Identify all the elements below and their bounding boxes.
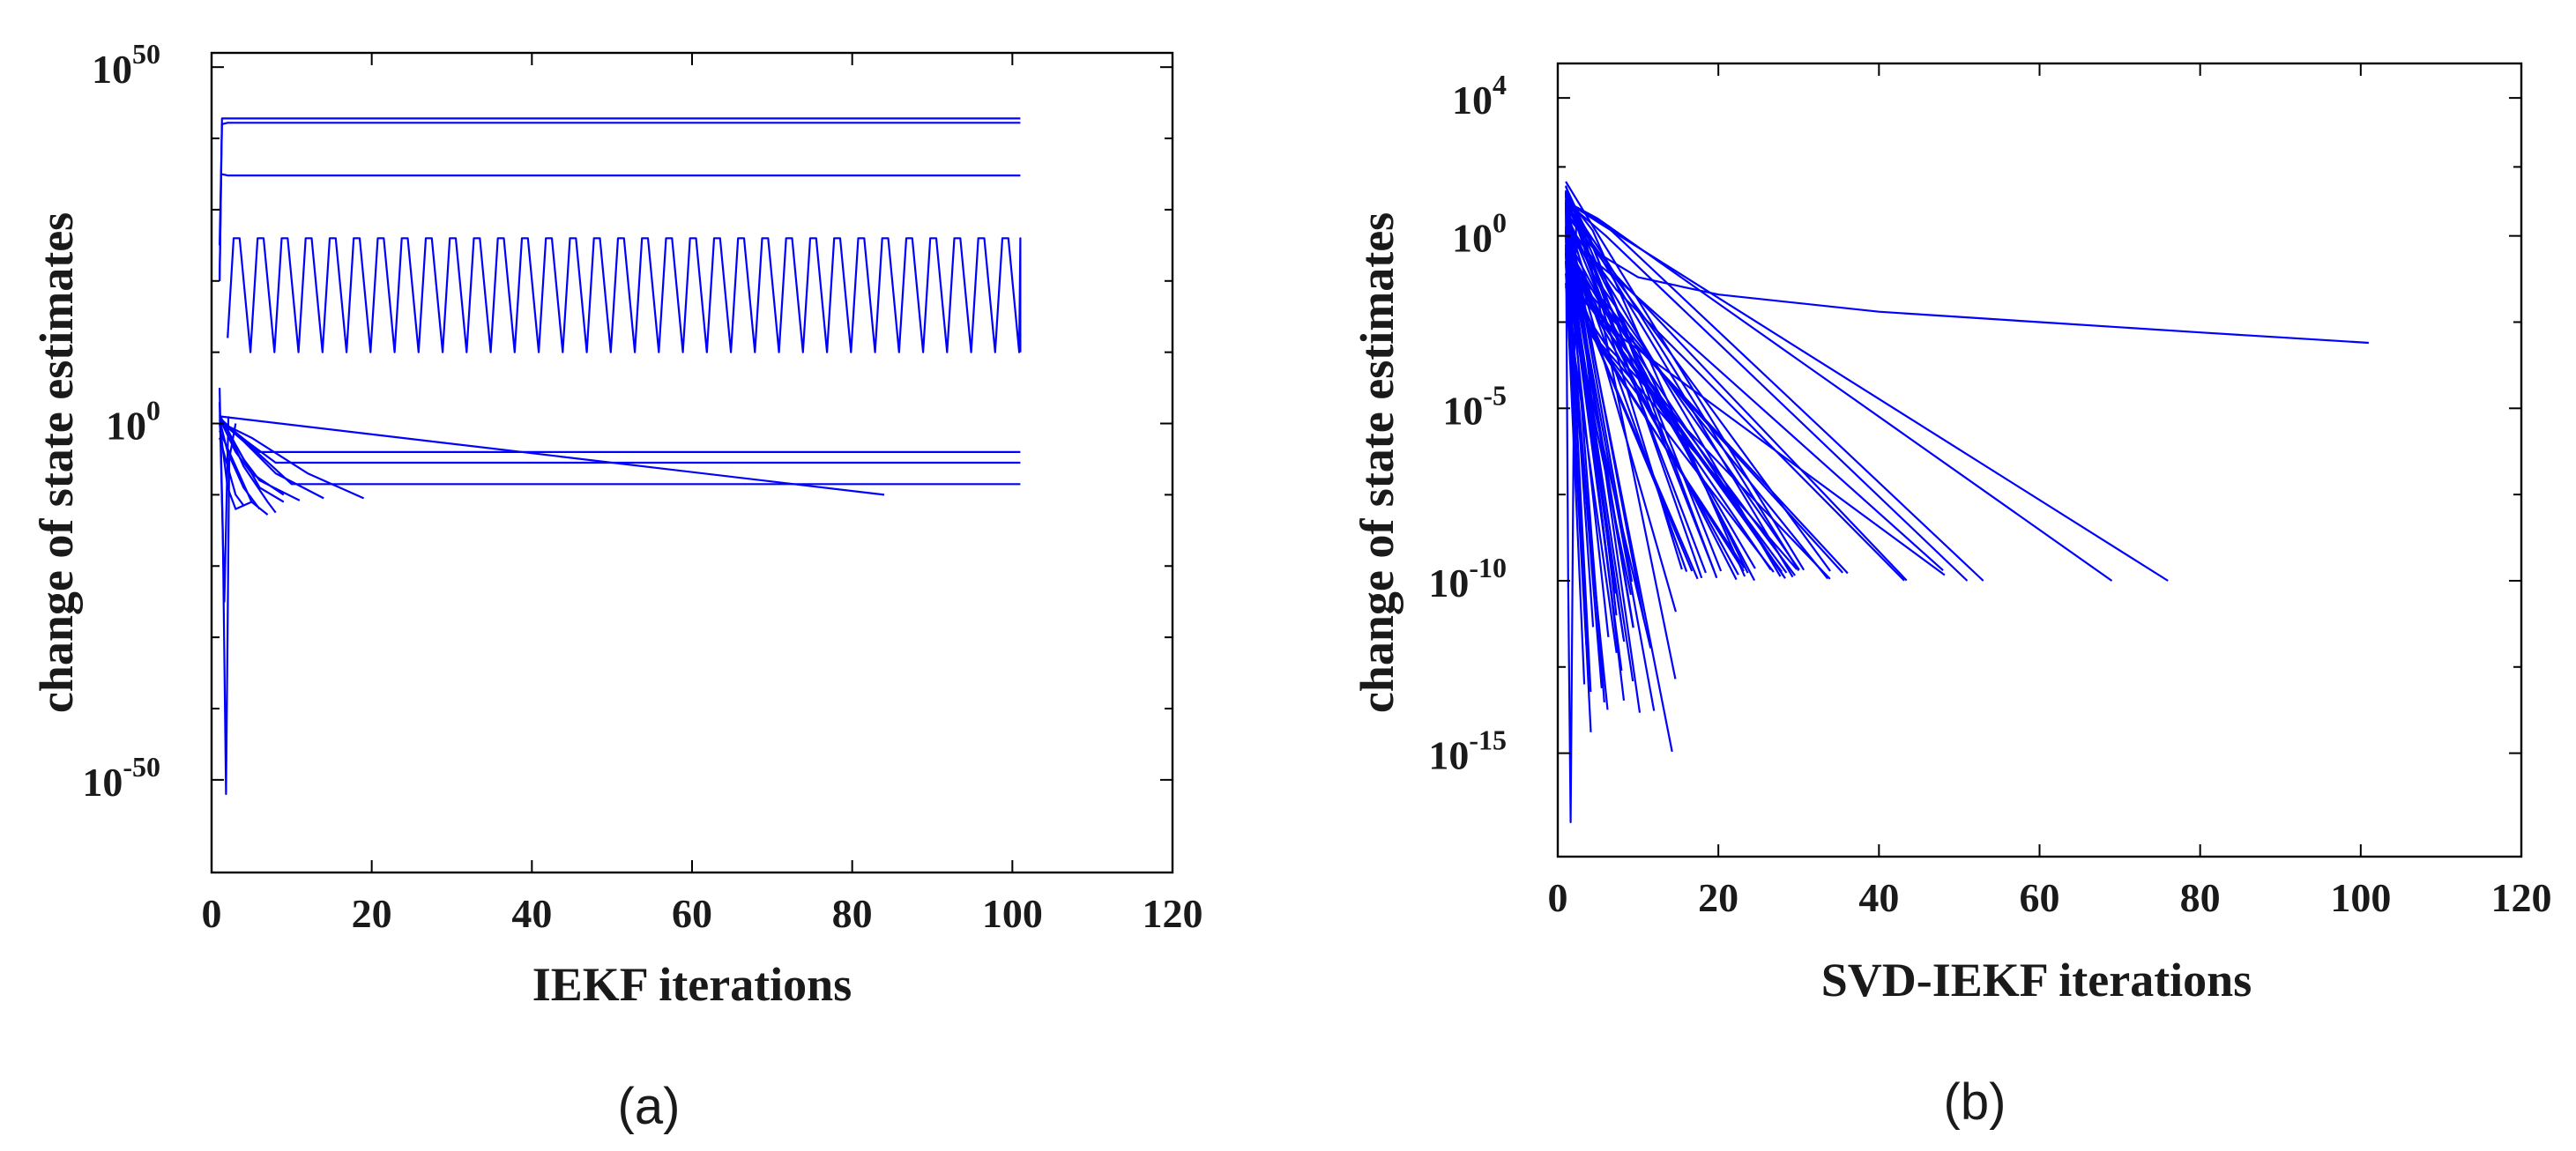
series-decay-9 xyxy=(219,423,252,510)
series-decay-4 xyxy=(219,420,365,500)
fan-trace xyxy=(1565,265,1798,570)
fan-trace xyxy=(1565,219,1707,574)
x-tick-label: 40 xyxy=(1858,875,1899,920)
panel-b-y-axis-title: change of state estimates xyxy=(1351,212,1403,713)
x-tick-label: 80 xyxy=(832,891,873,936)
panel-b-x-axis-title: SVD-IEKF iterations xyxy=(1821,954,2252,1006)
panel-a-label: (a) xyxy=(618,1078,681,1135)
series-decay-5 xyxy=(219,420,261,510)
fan-trace xyxy=(1565,283,1609,710)
panel-a-data-traces xyxy=(219,117,1022,796)
x-tick-label: 80 xyxy=(2180,875,2221,920)
fan-trace xyxy=(1565,181,1805,571)
x-tick-label: 20 xyxy=(1698,875,1738,920)
y-tick-label: 1050 xyxy=(92,38,160,92)
fan-trace xyxy=(1565,252,1588,646)
series-long-descent xyxy=(219,415,885,496)
series-decay-6 xyxy=(219,430,269,516)
y-tick-label: 100 xyxy=(106,395,160,449)
x-tick-label: 0 xyxy=(202,891,222,936)
x-tick-label: 0 xyxy=(1548,875,1568,920)
y-tick-label: 10-50 xyxy=(82,751,160,805)
fan-trace xyxy=(1565,191,1782,577)
panel-a-x-axis-title: IEKF iterations xyxy=(532,958,852,1011)
panel-a-y-axis-title: change of state estimates xyxy=(30,212,83,713)
x-tick-label: 60 xyxy=(672,891,712,936)
series-fan xyxy=(1565,181,1946,753)
x-tick-label: 120 xyxy=(2491,875,2552,920)
panel-a-y-tick-labels: 1050 100 10-50 xyxy=(82,38,160,805)
panel-b-y-tick-labels: 104 100 10-5 10-10 10-15 xyxy=(1428,69,1507,777)
series-oscillation xyxy=(227,237,1022,353)
fan-trace xyxy=(1565,198,1715,570)
fan-trace xyxy=(1565,192,1718,579)
series-slow-tail xyxy=(1565,200,2369,345)
y-tick-label: 10-15 xyxy=(1428,724,1507,778)
fan-trace xyxy=(1565,213,1794,578)
x-tick-label: 100 xyxy=(982,891,1043,936)
panel-b-data-traces xyxy=(1564,181,2369,824)
panel-b-label: (b) xyxy=(1944,1073,2006,1131)
chart-panel-a: 0 20 40 60 80 100 120 1050 100 10-50 IEKF iterat… xyxy=(30,38,1203,1135)
x-tick-label: 100 xyxy=(2330,875,2391,920)
panel-b-x-tick-labels: 0 20 40 60 80 100 120 xyxy=(1548,875,2552,920)
y-tick-label: 104 xyxy=(1452,69,1507,123)
series-decay-3 xyxy=(219,420,324,500)
series-flat-high-2 xyxy=(219,117,1021,281)
fan-trace xyxy=(1565,250,1623,672)
panel-a-x-tick-labels: 0 20 40 60 80 100 120 xyxy=(202,891,1203,936)
series-flat-low-3 xyxy=(219,417,1021,486)
fan-trace xyxy=(1565,263,1829,580)
series-long-3 xyxy=(1565,200,1984,582)
y-tick-label: 100 xyxy=(1452,207,1507,261)
fan-trace xyxy=(1565,254,1746,569)
x-tick-label: 60 xyxy=(2020,875,2060,920)
fan-trace xyxy=(1565,196,1645,620)
chart-panel-b: 0 20 40 60 80 100 120 104 100 10-5 10-10 10-15 SVD… xyxy=(1351,62,2552,1131)
series-flat-high-3 xyxy=(219,173,1021,281)
x-tick-label: 40 xyxy=(511,891,552,936)
x-tick-label: 120 xyxy=(1143,891,1203,936)
y-tick-label: 10-5 xyxy=(1442,379,1507,433)
series-flat-high-1 xyxy=(219,122,1021,246)
fan-trace xyxy=(1565,207,1908,582)
x-tick-label: 20 xyxy=(352,891,392,936)
y-tick-label: 10-10 xyxy=(1428,552,1507,605)
panel-b-ticks xyxy=(1557,63,2522,857)
fan-trace xyxy=(1565,219,1749,574)
series-decay-10 xyxy=(219,415,301,501)
series-flat-low-2 xyxy=(219,420,1021,464)
series-flat-low-1 xyxy=(219,418,1021,454)
panel-a-ticks xyxy=(211,53,1173,873)
